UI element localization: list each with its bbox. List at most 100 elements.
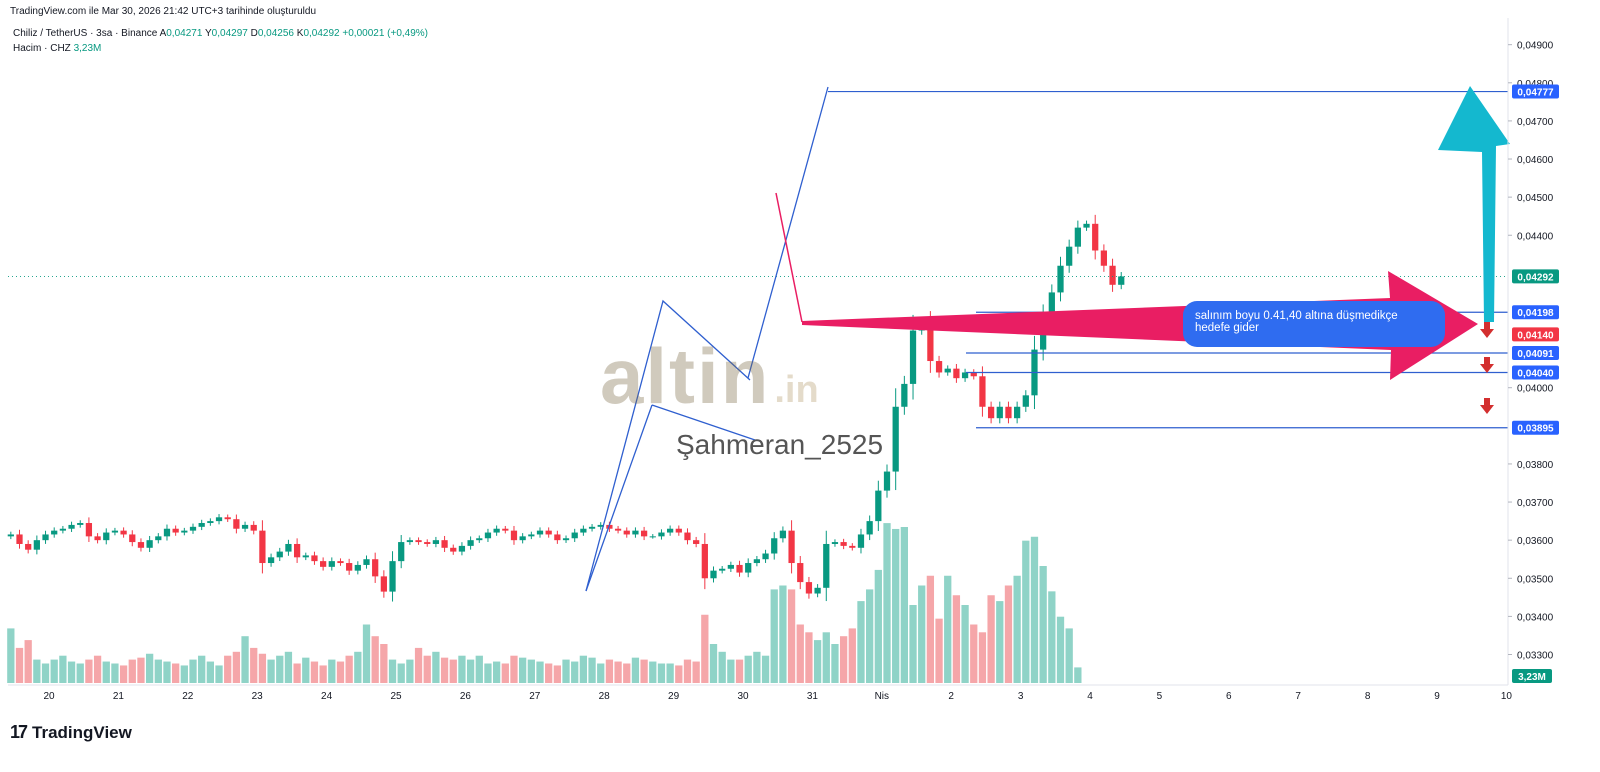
volume-bar (475, 655, 483, 683)
volume-bar (423, 655, 431, 683)
pattern-upper-line (585, 299, 751, 592)
candle-body (51, 530, 58, 535)
volume-bar (284, 651, 293, 683)
volume-bar (345, 655, 353, 683)
candle-body (484, 532, 492, 539)
volume-bar (1056, 616, 1065, 683)
price-tick-label: 0,04700 (1517, 117, 1554, 128)
candles (7, 214, 1125, 602)
candle-body (424, 542, 431, 544)
price-tick-label: 0,03800 (1517, 460, 1554, 471)
watermark-main: altin (600, 332, 771, 420)
volume-bar (727, 659, 735, 683)
volume-bar (24, 640, 32, 683)
volume-bar (666, 663, 674, 683)
volume-bar (675, 665, 683, 683)
volume-bar (527, 659, 535, 683)
time-tick-label: 29 (668, 691, 680, 702)
candle-body (42, 534, 49, 541)
candle-body (389, 561, 396, 592)
candle-body (103, 532, 110, 541)
volume-bar (198, 655, 206, 683)
candle-body (233, 519, 240, 529)
candle-body (181, 530, 188, 533)
time-tick-label: 27 (529, 691, 541, 702)
volume-bar (735, 659, 744, 683)
candle-body (215, 517, 223, 522)
volume-bar (718, 651, 726, 683)
candle-body (267, 557, 275, 564)
pattern-lower-line (651, 404, 756, 441)
time-tick-label: 22 (182, 691, 194, 702)
candle-body (953, 368, 960, 379)
price-tick-label: 0,04000 (1517, 384, 1554, 395)
time-tick-label: Nis (875, 691, 889, 702)
candle-body (519, 536, 526, 541)
candle-body (285, 543, 292, 552)
candle-body (545, 530, 552, 535)
volume-bar (753, 651, 761, 683)
watermark: altin .in (600, 332, 819, 420)
price-tick-label: 0,04400 (1517, 231, 1554, 242)
price-tick-label: 0,03500 (1517, 574, 1554, 585)
candle-body (640, 530, 648, 537)
candle-body (1014, 406, 1021, 419)
candle-body (354, 564, 361, 571)
callout-note[interactable]: salınım boyu 0.41,40 altına düşmedikçe h… (1183, 301, 1445, 347)
candle-body (458, 545, 466, 552)
volume-bar (180, 665, 188, 683)
candle-body (16, 534, 23, 544)
volume-bar (1004, 585, 1013, 683)
time-tick-label: 25 (390, 691, 402, 702)
tradingview-brand[interactable]: 17 TradingView (10, 722, 132, 743)
volume-bar (380, 644, 388, 683)
candle-body (753, 559, 761, 564)
candle-body (293, 543, 301, 558)
volume-bar (33, 659, 41, 683)
volume-bar (918, 585, 926, 683)
candle-body (987, 406, 995, 419)
candle-body (77, 523, 84, 525)
candle-body (398, 542, 405, 562)
candle-body (59, 528, 67, 531)
price-badge (1512, 269, 1559, 284)
volume-bar (59, 655, 67, 683)
price-tick-label: 0,04800 (1517, 79, 1554, 90)
ohlc-legend: Chiliz / TetherUS · 3sa · Binance A0,042… (13, 28, 428, 39)
volume-bar (501, 663, 509, 683)
candle-body (137, 542, 145, 548)
price-badge-label: 0,03895 (1517, 424, 1554, 435)
price-tick-label: 0,04900 (1517, 41, 1554, 52)
candle-body (857, 534, 865, 548)
candle-body (25, 543, 32, 550)
volume-bar (813, 640, 822, 683)
low-value: 0,04256 (257, 28, 294, 39)
price-badge (1512, 346, 1559, 361)
price-tick-label: 0,03600 (1517, 536, 1554, 547)
time-tick-label: 31 (807, 691, 819, 702)
down-arrow-icon (1480, 357, 1494, 373)
candle-body (701, 543, 708, 579)
candle-body (571, 532, 578, 539)
candle-body (623, 530, 630, 535)
open-value: 0,04271 (166, 28, 203, 39)
candle-body (823, 543, 830, 588)
volume-bar (267, 659, 275, 683)
volume-bar (224, 655, 232, 683)
volume-bar (371, 636, 379, 683)
volume-bar (189, 659, 197, 683)
symbol-label[interactable]: Chiliz / TetherUS · 3sa · Binance (13, 28, 158, 39)
volume-bar (935, 618, 943, 683)
volume-label[interactable]: Hacim · CHZ (13, 43, 71, 54)
time-tick-label: 3 (1018, 691, 1024, 702)
candle-body (1092, 223, 1099, 251)
volume-bar (787, 589, 796, 683)
candle-body (562, 538, 570, 541)
volume-bar (709, 644, 718, 683)
candle-body (207, 521, 214, 524)
volume-bar (892, 528, 900, 683)
candle-body (614, 528, 622, 531)
candle-body (667, 528, 674, 533)
candle-body (883, 471, 891, 491)
